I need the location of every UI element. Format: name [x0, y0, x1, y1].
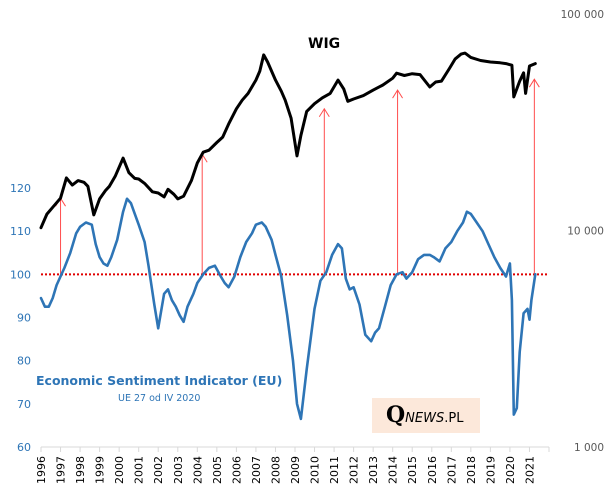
x-tick-label: 1998: [74, 456, 87, 484]
x-tick-label: 2007: [250, 456, 263, 484]
x-tick-label: 2016: [426, 456, 439, 484]
esi-line: [39, 197, 537, 421]
red-arrow-head: [392, 89, 404, 99]
x-tick-label: 1996: [35, 456, 48, 484]
x-tick-label: 2009: [289, 456, 302, 484]
left-axis-ticks: 60 70 80 90 100 110 120: [10, 182, 31, 454]
x-tick-label: 2003: [172, 456, 185, 484]
x-tick-label: 2017: [445, 456, 458, 484]
left-tick-label: 110: [10, 225, 31, 238]
watermark-box: [372, 398, 480, 433]
right-axis-ticks: 1 000 10 000 100 000: [561, 9, 604, 454]
red-arrow: [318, 107, 330, 275]
x-tick-label: 2002: [152, 456, 165, 484]
wig-line: [39, 51, 537, 230]
watermark-text: QNEWS.PL: [386, 402, 464, 428]
x-axis-ticks: 1996 1997 1998 1999 2000 2001 2002 2003 2004 2005…: [35, 447, 550, 484]
arrows-group: [55, 78, 540, 275]
red-arrow: [196, 153, 208, 275]
esi-label: Economic Sentiment Indicator (EU): [36, 373, 282, 388]
x-tick-label: 2019: [484, 456, 497, 484]
right-tick-label: 100 000: [561, 9, 604, 21]
watermark-news: NEWS: [405, 411, 444, 426]
watermark-q: Q: [386, 402, 405, 428]
right-tick-label: 1 000: [574, 442, 604, 454]
watermark: QNEWS.PL: [372, 398, 480, 433]
x-tick-label: 2001: [133, 456, 146, 484]
left-tick-label: 80: [17, 355, 31, 368]
x-tick-label: 2010: [309, 456, 322, 484]
x-tick-label: 1999: [94, 456, 107, 484]
x-tick-label: 2006: [230, 456, 243, 484]
series-group: [39, 51, 537, 421]
red-arrow: [392, 89, 404, 275]
x-tick-label: 2004: [191, 456, 204, 484]
left-tick-label: 90: [17, 312, 31, 325]
x-tick-label: 2008: [269, 456, 282, 484]
wig-label: WIG: [308, 36, 340, 52]
x-tick-label: 2018: [465, 456, 478, 484]
x-tick-label: 1997: [55, 456, 68, 484]
watermark-pl: .PL: [444, 411, 464, 426]
x-tick-label: 2005: [211, 456, 224, 484]
red-arrow: [55, 197, 66, 275]
left-tick-label: 60: [17, 441, 31, 454]
x-tick-label: 2020: [504, 456, 517, 484]
left-tick-label: 70: [17, 398, 31, 411]
x-tick-label: 2011: [328, 456, 341, 484]
x-tick-label: 2021: [523, 456, 536, 484]
left-tick-label: 100: [10, 268, 31, 281]
x-tick-label: 2015: [406, 456, 419, 484]
red-arrow-head: [528, 78, 540, 88]
left-tick-label: 120: [10, 182, 31, 195]
x-tick-label: 2014: [387, 456, 400, 484]
esi-sublabel: UE 27 od IV 2020: [118, 393, 200, 404]
right-tick-label: 10 000: [567, 226, 604, 238]
red-arrow: [528, 78, 540, 275]
red-arrow-head: [318, 107, 330, 118]
x-tick-label: 2012: [348, 456, 361, 484]
x-tick-label: 2000: [113, 456, 126, 484]
x-tick-label: 2013: [367, 456, 380, 484]
